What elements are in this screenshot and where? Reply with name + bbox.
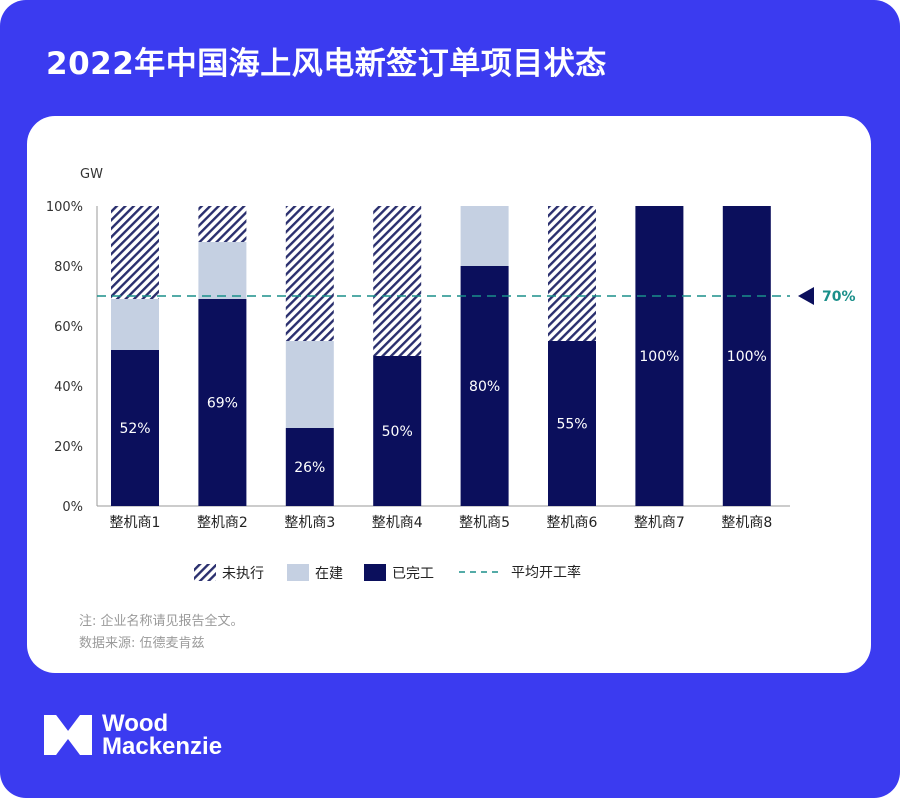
bar-segment-under-construction <box>285 341 334 428</box>
x-tick-label: 整机商2 <box>197 515 248 531</box>
y-tick-label: 60% <box>54 320 83 335</box>
x-tick-label: 整机商5 <box>459 515 510 531</box>
bar-segment-not-started <box>548 206 596 341</box>
bar-segment-not-started <box>373 206 422 356</box>
y-tick-label: 20% <box>54 440 83 455</box>
bar-data-label: 100% <box>639 349 679 365</box>
brand-name: Wood Mackenzie <box>102 710 223 760</box>
brand-logo: Wood Mackenzie <box>44 710 223 760</box>
bar-segment-completed <box>548 341 596 506</box>
bar-segment-completed <box>373 356 422 506</box>
y-tick-label: 40% <box>54 380 83 395</box>
x-tick-label: 整机商6 <box>547 515 598 531</box>
bar-data-label: 26% <box>294 460 325 476</box>
x-tick-label: 整机商1 <box>110 515 161 531</box>
bar-segment-completed <box>460 266 509 506</box>
legend-swatch <box>364 564 386 581</box>
bar-data-label: 55% <box>556 417 587 433</box>
y-tick-label: 100% <box>46 200 83 215</box>
chart-card: GW 0% 20% 40% 60% 80% 100% 52% 整机商1 69% 整机商2 26% 整机商… <box>27 116 871 673</box>
bar-segment-completed <box>285 428 334 506</box>
y-unit-label: GW <box>80 167 103 182</box>
legend-label: 已完工 <box>392 566 434 582</box>
page-title: 2022年中国海上风电新签订单项目状态 <box>46 46 607 82</box>
legend-label: 在建 <box>315 566 343 582</box>
bar-segment-completed <box>722 206 771 506</box>
bar-segment-completed <box>198 299 247 506</box>
x-tick-label: 整机商3 <box>284 515 335 531</box>
chart: GW 0% 20% 40% 60% 80% 100% 52% 整机商1 69% 整机商2 26% 整机商… <box>46 167 856 582</box>
footnote-source: 数据来源: 伍德麦肯兹 <box>79 636 205 651</box>
bar-data-label: 80% <box>469 379 500 395</box>
legend-swatch <box>287 564 309 581</box>
brand-name-line1: Wood <box>102 710 169 737</box>
brand-mark-icon <box>44 715 92 755</box>
bar-data-label: 50% <box>382 424 413 440</box>
x-tick-label: 整机商4 <box>372 515 423 531</box>
reference-line-label: 70% <box>822 289 856 305</box>
bar-data-label: 52% <box>119 421 150 437</box>
bar-data-label: 69% <box>207 396 238 412</box>
brand-name-line2: Mackenzie <box>102 733 223 760</box>
bar-segment-not-started <box>111 206 159 299</box>
bar-segment-not-started <box>285 206 334 341</box>
x-tick-label: 整机商8 <box>721 515 772 531</box>
footnote-companies: 注: 企业名称请见报告全文。 <box>79 614 244 629</box>
y-tick-label: 80% <box>54 260 83 275</box>
bar-data-label: 100% <box>727 349 767 365</box>
bar-segment-completed <box>111 350 159 506</box>
legend-swatch <box>194 564 216 581</box>
y-tick-label: 0% <box>62 500 83 515</box>
bar-segment-under-construction <box>460 206 509 266</box>
bar-segment-under-construction <box>111 299 159 350</box>
reference-marker-icon <box>798 287 814 305</box>
bar-segment-completed <box>635 206 684 506</box>
legend-label: 平均开工率 <box>511 564 581 581</box>
x-tick-label: 整机商7 <box>634 515 685 531</box>
bar-segment-under-construction <box>198 242 247 299</box>
bar-segment-not-started <box>198 206 247 242</box>
legend-label: 未执行 <box>222 566 264 582</box>
